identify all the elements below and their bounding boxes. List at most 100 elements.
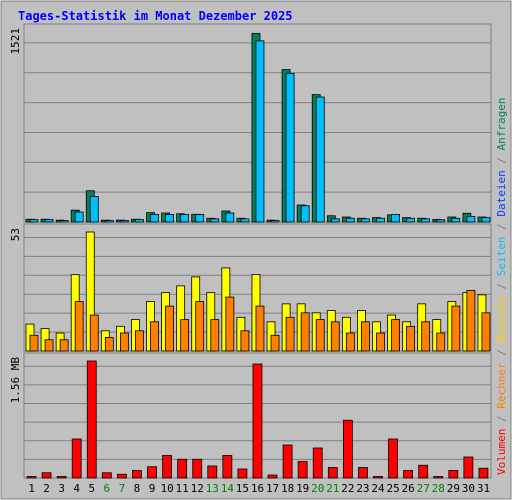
bar-dateien-day-15 xyxy=(240,218,250,223)
x-tick-label: 27 xyxy=(417,482,430,495)
bar-dateien-day-13 xyxy=(210,218,220,223)
bar-volumen-day-14 xyxy=(222,455,233,479)
legend: Volumen / Rechner / Besuche / Seiten / D… xyxy=(495,97,508,475)
x-tick-label: 20 xyxy=(311,482,324,495)
x-tick-label: 4 xyxy=(73,482,80,495)
bar-dateien-day-23 xyxy=(361,218,370,223)
bar-dateien-day-18 xyxy=(285,72,295,223)
bar-besuche-day-22 xyxy=(345,332,355,352)
bar-volumen-day-16 xyxy=(252,363,263,479)
bar-besuche-day-17 xyxy=(270,334,280,352)
x-tick-label: 24 xyxy=(371,482,385,495)
bar-dateien-day-10 xyxy=(165,214,174,223)
bar-dateien-day-9 xyxy=(150,214,159,223)
bar-besuche-day-10 xyxy=(165,305,174,352)
x-tick-label: 23 xyxy=(356,482,369,495)
bar-volumen-day-24 xyxy=(373,476,383,479)
x-tick-label: 29 xyxy=(447,482,460,495)
legend-item: Besuche xyxy=(495,296,508,342)
x-tick-label: 12 xyxy=(191,482,204,495)
bar-besuche-day-29 xyxy=(451,305,461,352)
legend-item: Seiten xyxy=(495,237,508,277)
bar-volumen-day-31 xyxy=(478,467,489,479)
bar-volumen-day-10 xyxy=(162,455,172,479)
bar-volumen-day-21 xyxy=(327,467,338,479)
legend-item: Rechner xyxy=(495,362,508,409)
bar-besuche-day-20 xyxy=(315,319,325,352)
bar-besuche-day-8 xyxy=(135,330,144,352)
x-tick-label: 9 xyxy=(149,482,156,495)
bar-besuche-day-25 xyxy=(391,319,400,352)
bar-dateien-day-27 xyxy=(421,218,431,223)
chart-panels: 1521 53 1.56 MB xyxy=(9,23,492,479)
bar-besuche-day-31 xyxy=(481,312,491,352)
x-tick-label: 3 xyxy=(58,482,65,495)
legend-item: Dateien xyxy=(495,170,508,216)
bar-dateien-day-26 xyxy=(406,217,416,223)
bar-dateien-day-21 xyxy=(330,218,340,223)
panel-visits-max-label: 53 xyxy=(9,228,22,241)
x-tick-label: 1 xyxy=(28,482,35,495)
bar-volumen-day-2 xyxy=(41,472,52,479)
bar-volumen-day-18 xyxy=(282,444,293,479)
bar-besuche-day-6 xyxy=(104,337,114,352)
bar-volumen-day-7 xyxy=(116,473,127,479)
bar-besuche-day-19 xyxy=(300,312,310,352)
bar-dateien-day-12 xyxy=(195,214,205,223)
bar-volumen-day-28 xyxy=(433,476,444,479)
bar-besuche-day-13 xyxy=(210,319,220,352)
bar-dateien-day-8 xyxy=(135,219,144,223)
bar-besuche-day-7 xyxy=(119,332,129,352)
x-tick-label: 18 xyxy=(281,482,294,495)
legend-item: Anfragen xyxy=(495,97,508,150)
bar-besuche-day-26 xyxy=(406,325,416,352)
bar-volumen-day-26 xyxy=(403,470,414,479)
bar-volumen-day-8 xyxy=(132,470,142,479)
bar-besuche-day-18 xyxy=(285,316,295,352)
bar-volumen-day-29 xyxy=(448,470,459,479)
chart-title: Tages-Statistik im Monat Dezember 2025 xyxy=(18,9,293,23)
bar-dateien-day-19 xyxy=(300,205,310,223)
legend-item: / xyxy=(495,276,508,296)
bar-besuche-day-11 xyxy=(180,319,190,352)
bar-besuche-day-24 xyxy=(376,332,385,352)
x-axis-day-labels: 1 2 3 4 5 6 7 8 9 10 11 12 13 14 15 16 17 18 19 20 21 22 23 24 2… xyxy=(28,482,490,495)
x-tick-label: 8 xyxy=(134,482,141,495)
bar-dateien-day-5 xyxy=(89,195,99,223)
x-tick-label: 16 xyxy=(251,482,264,495)
x-tick-label: 13 xyxy=(206,482,219,495)
bar-dateien-day-2 xyxy=(44,219,54,223)
bar-besuche-day-3 xyxy=(59,339,69,352)
bar-dateien-day-3 xyxy=(59,220,69,223)
bar-dateien-day-22 xyxy=(345,217,355,223)
legend-item: Volumen xyxy=(495,429,508,475)
bar-volumen-day-19 xyxy=(297,461,308,479)
x-tick-label: 5 xyxy=(88,482,95,495)
bar-volumen-day-23 xyxy=(358,467,368,479)
bar-volumen-day-6 xyxy=(101,472,112,479)
bar-volumen-day-20 xyxy=(312,447,323,479)
bar-besuche-day-9 xyxy=(150,321,159,352)
bar-dateien-day-31 xyxy=(481,217,491,223)
bar-besuche-day-23 xyxy=(361,321,370,352)
bar-dateien-day-7 xyxy=(119,220,129,223)
x-tick-label: 21 xyxy=(326,482,339,495)
panel-requests-max-label: 1521 xyxy=(9,28,22,55)
bar-besuche-day-28 xyxy=(436,332,446,352)
bar-volumen-day-17 xyxy=(267,474,278,479)
bar-besuche-day-27 xyxy=(421,321,431,352)
legend-item: / xyxy=(495,217,508,237)
bar-volumen-day-25 xyxy=(388,438,398,479)
bar-besuche-day-21 xyxy=(330,321,340,352)
bar-volumen-day-15 xyxy=(237,468,248,479)
x-tick-label: 10 xyxy=(160,482,173,495)
x-tick-label: 7 xyxy=(119,482,126,495)
bar-besuche-day-2 xyxy=(44,339,54,352)
bar-besuche-day-14 xyxy=(225,296,235,352)
bar-dateien-day-24 xyxy=(376,217,385,223)
bar-volumen-day-12 xyxy=(192,458,203,479)
panel-volume: 1.56 MB xyxy=(9,352,492,479)
x-tick-label: 6 xyxy=(104,482,111,495)
x-tick-label: 25 xyxy=(386,482,399,495)
bar-volumen-day-4 xyxy=(71,438,82,479)
